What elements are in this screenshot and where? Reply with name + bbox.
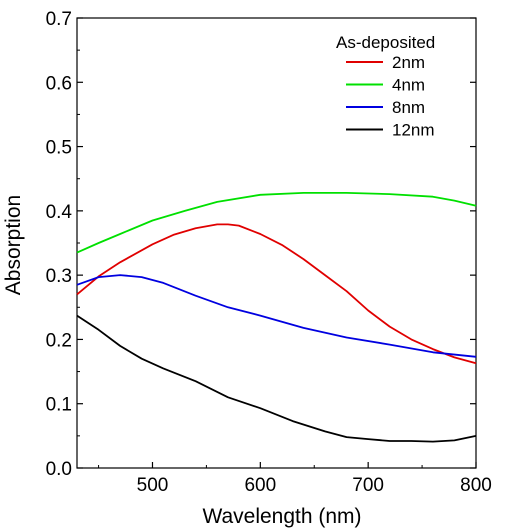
y-axis-title: Absorption [2, 195, 25, 295]
legend-title: As-deposited [336, 33, 435, 52]
x-axis-ticks: 500 600 700 800 [98, 462, 492, 496]
y-tick-label: 0.7 [46, 9, 72, 30]
y-axis-ticks: 0.0 0.1 0.2 0.3 0.4 0.5 0.6 0.7 [46, 9, 476, 480]
y-tick-label: 0.0 [46, 459, 72, 480]
x-tick-label: 700 [352, 475, 384, 496]
y-tick-label: 0.4 [46, 202, 73, 223]
series-layer [76, 191, 477, 443]
series-line-8nm [76, 274, 477, 358]
legend-label-2nm: 2nm [392, 53, 425, 72]
y-tick-label: 0.5 [46, 138, 72, 159]
x-tick-label: 800 [460, 475, 492, 496]
x-axis-title: Wavelength (nm) [202, 505, 361, 528]
y-tick-label: 0.2 [46, 330, 72, 351]
series-line-12nm [76, 314, 477, 443]
series-line-4nm [76, 191, 477, 254]
legend-label-12nm: 12nm [392, 121, 435, 140]
legend-items: 2nm 4nm 8nm 12nm [346, 53, 435, 140]
y-tick-label: 0.6 [46, 73, 72, 94]
legend: As-deposited 2nm 4nm 8nm 12nm [336, 33, 435, 140]
series-line-2nm [76, 223, 477, 365]
legend-label-8nm: 8nm [392, 98, 425, 117]
legend-label-4nm: 4nm [392, 76, 425, 95]
x-tick-label: 600 [244, 475, 276, 496]
y-tick-label: 0.1 [46, 395, 72, 416]
y-tick-label: 0.3 [46, 266, 72, 287]
x-tick-label: 500 [137, 475, 169, 496]
